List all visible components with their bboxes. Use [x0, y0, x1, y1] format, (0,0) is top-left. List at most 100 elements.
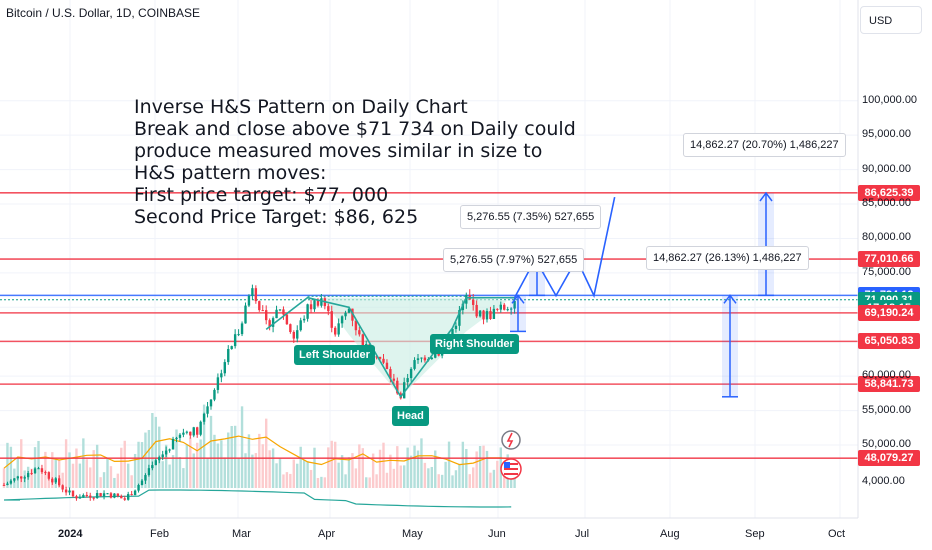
candle-body [275, 309, 278, 319]
volume-bar [64, 439, 68, 488]
candle-body [47, 472, 51, 479]
candle-body [64, 489, 68, 493]
candle-body [106, 493, 109, 495]
event-icons[interactable] [498, 428, 528, 488]
volume-bar [406, 447, 409, 488]
volume-bar [51, 452, 54, 488]
candle-body [154, 460, 157, 466]
volume-bar [392, 468, 396, 488]
volume-bar [278, 458, 282, 488]
candle-body [185, 431, 189, 433]
candle-body [499, 304, 502, 310]
volume-bar [496, 460, 499, 488]
volume-bar [337, 462, 340, 488]
volume-bar [140, 442, 144, 488]
x-axis-label: May [402, 528, 423, 540]
volume-bar [127, 463, 130, 488]
candle-body [271, 318, 275, 327]
volume-bar [154, 416, 157, 488]
price-tag: 65,050.83 [858, 333, 920, 350]
candle-body [158, 457, 161, 461]
volume-bar [368, 477, 371, 488]
volume-bar [106, 458, 109, 488]
candle-body [202, 413, 206, 422]
volume-bar [261, 444, 264, 488]
candle-body [382, 358, 385, 363]
candle-body [151, 465, 154, 469]
volume-bar [454, 470, 458, 488]
candle-body [75, 496, 78, 499]
candle-body [199, 421, 202, 435]
volume-bar [489, 472, 492, 488]
volume-bar [171, 455, 175, 488]
volume-bar [44, 451, 47, 488]
volume-bar [92, 450, 95, 488]
dividend-icon[interactable] [501, 430, 521, 450]
volume-bar [254, 453, 258, 488]
measure-1-head [759, 191, 773, 202]
x-axis-label: 2024 [58, 528, 83, 540]
volume-bar [206, 458, 209, 488]
candle-body [130, 494, 133, 496]
measure-3-head [511, 294, 525, 304]
candle-body [164, 450, 168, 455]
candle-body [258, 301, 261, 311]
volume-bar [475, 451, 478, 488]
candle-body [406, 378, 409, 383]
volume-bar [220, 440, 223, 488]
volume-bar [440, 474, 444, 488]
volume-bar [151, 412, 154, 488]
candle-body [178, 434, 182, 438]
volume-bar [233, 425, 237, 488]
candle-body [244, 305, 247, 324]
x-axis-label: Sep [745, 528, 765, 540]
pattern-fill [321, 297, 508, 397]
volume-bar [434, 450, 437, 488]
analysis-note: Inverse H&S Pattern on Daily Chart Break… [134, 96, 576, 228]
volume-bar [137, 441, 140, 488]
price-tag: 58,841.73 [858, 376, 920, 393]
volume-bar [378, 449, 382, 488]
currency-button[interactable]: USD [860, 6, 922, 34]
candle-body [268, 320, 271, 327]
volume-bar [465, 448, 468, 488]
candle-body [168, 449, 171, 451]
candle-body [237, 334, 240, 336]
candle-body [37, 468, 40, 470]
candle-body [240, 323, 244, 335]
volume-bar [292, 459, 295, 488]
candle-body [330, 311, 333, 328]
candle-body [509, 308, 513, 310]
volume-bar [178, 457, 182, 488]
candle-body [30, 473, 33, 475]
candle-body [54, 478, 57, 483]
candle-body [313, 300, 316, 310]
candle-body [189, 431, 192, 436]
volume-bar [327, 447, 330, 488]
candle-body [206, 406, 209, 414]
candle-body [40, 468, 44, 473]
candle-body [306, 304, 309, 319]
candle-body [251, 288, 254, 296]
candle-body [61, 485, 64, 490]
volume-bar [309, 469, 313, 488]
volume-bar [437, 474, 440, 488]
volume-bar [123, 440, 126, 488]
candle-body [9, 480, 13, 484]
candle-body [6, 483, 9, 486]
candle-body [109, 493, 113, 498]
volume-bar [120, 447, 123, 488]
volume-bar [40, 468, 44, 488]
candle-body [171, 438, 175, 450]
candle-body [392, 378, 396, 381]
candle-body [182, 432, 185, 435]
volume-bar [244, 453, 247, 488]
candle-body [213, 389, 216, 400]
volume-bar [99, 477, 102, 488]
head-label: Head [392, 406, 429, 426]
volume-bar [271, 448, 275, 488]
candle-body [409, 368, 413, 379]
hs-pattern-line [265, 296, 515, 399]
candle-body [26, 473, 30, 478]
